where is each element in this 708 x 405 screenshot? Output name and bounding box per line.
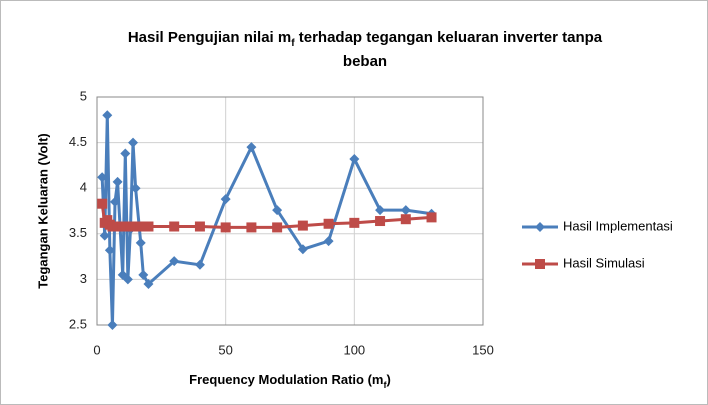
marker <box>120 148 131 159</box>
marker <box>138 269 149 280</box>
marker <box>323 236 334 247</box>
marker <box>143 278 154 289</box>
plot-area <box>96 96 484 326</box>
marker <box>135 237 146 248</box>
title-part: f <box>291 38 295 49</box>
marker <box>349 154 360 165</box>
marker <box>246 222 257 233</box>
legend-label: Hasil Simulasi <box>563 255 645 270</box>
x-tick-label: 100 <box>343 342 365 357</box>
marker <box>110 196 121 207</box>
x-label-part: f <box>383 380 387 390</box>
y-tick-label: 2.5 <box>69 316 87 331</box>
x-tick-label: 0 <box>93 342 100 357</box>
marker <box>104 245 115 256</box>
marker <box>143 221 154 232</box>
marker <box>426 212 437 223</box>
x-label-part: ) <box>386 372 390 387</box>
marker <box>246 142 257 153</box>
marker <box>130 183 141 194</box>
marker <box>128 137 139 148</box>
marker <box>297 220 308 231</box>
x-axis-label: Frequency Modulation Ratio (mf) <box>189 372 391 390</box>
marker <box>99 230 110 241</box>
y-tick-label: 3 <box>80 271 87 286</box>
marker <box>220 194 231 205</box>
x-label-part: Frequency Modulation Ratio (m <box>189 372 383 387</box>
marker <box>138 221 149 232</box>
marker <box>130 221 141 232</box>
chart-title: beban <box>343 53 387 70</box>
marker <box>169 256 180 267</box>
marker <box>349 217 360 228</box>
y-tick-label: 3.5 <box>69 225 87 240</box>
marker <box>194 221 205 232</box>
title-part: Hasil Pengujian nilai m <box>128 29 291 46</box>
y-axis-label: Tegangan Keluaran (Volt) <box>35 133 50 289</box>
marker <box>323 218 334 229</box>
marker <box>102 110 113 121</box>
marker <box>194 259 205 270</box>
marker <box>107 320 118 330</box>
marker <box>272 205 283 216</box>
marker <box>112 221 123 232</box>
marker <box>112 176 123 187</box>
chart-title: Hasil Pengujian nilai mf terhadap tegang… <box>128 29 603 49</box>
marker <box>122 274 133 285</box>
marker <box>375 205 386 216</box>
legend-marker <box>535 222 545 232</box>
marker <box>400 205 411 216</box>
y-tick-label: 4 <box>80 180 87 195</box>
marker <box>272 222 283 233</box>
legend-label: Hasil Implementasi <box>563 218 673 233</box>
y-tick-label: 5 <box>80 88 87 103</box>
marker <box>375 216 386 227</box>
marker <box>97 198 108 209</box>
y-tick-label: 4.5 <box>69 134 87 149</box>
x-tick-label: 150 <box>472 342 494 357</box>
marker <box>297 244 308 255</box>
title-part: terhadap tegangan keluaran inverter tanp… <box>295 29 603 46</box>
x-tick-label: 50 <box>218 342 232 357</box>
legend-marker <box>535 259 545 269</box>
marker <box>169 221 180 232</box>
marker <box>220 222 231 233</box>
marker <box>97 172 108 183</box>
marker <box>400 214 411 225</box>
